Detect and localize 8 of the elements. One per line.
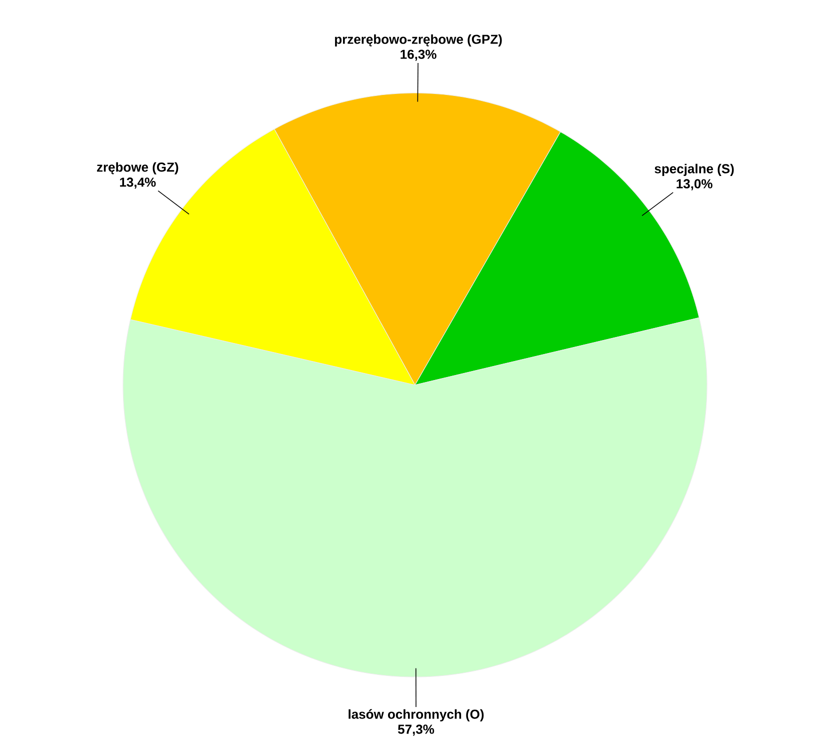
data-label: 16,3% bbox=[400, 50, 436, 61]
data-label: 57,3% bbox=[398, 724, 434, 736]
data-label: 13,4% bbox=[120, 178, 156, 189]
data-label: 13,0% bbox=[676, 179, 712, 190]
slice-label: lasów ochronnych (O) bbox=[348, 709, 484, 722]
slice-label: przerębowo-zrębowe (GPZ) bbox=[335, 34, 502, 46]
slice-label: zrębowe (GZ) bbox=[97, 162, 178, 174]
slice-label: specjalne (S) bbox=[654, 164, 734, 176]
